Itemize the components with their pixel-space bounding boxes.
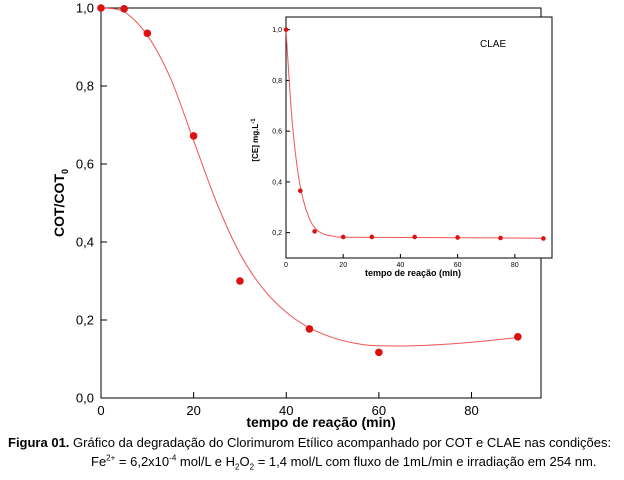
inset-data-point — [541, 236, 546, 241]
main-x-tick-label: 20 — [186, 403, 200, 418]
inset-title: CLAE — [480, 39, 506, 50]
inset-x-tick-label: 20 — [339, 262, 347, 269]
main-x-tick-label: 80 — [464, 403, 478, 418]
caption-text-1: Gráfico da degradação do Clorimurom Etíl… — [69, 435, 612, 450]
main-y-tick-label: 0,4 — [76, 235, 94, 250]
inset-data-point — [283, 27, 289, 32]
inset-x-tick-label: 60 — [454, 262, 462, 269]
inset-data-point — [312, 229, 317, 234]
main-points — [97, 4, 522, 357]
inset-x-tick-label: 40 — [397, 262, 405, 269]
caption-line-2: Fe2+ = 6,2x10-4 mol/L e H2O2 = 1,4 mol/L… — [8, 452, 620, 471]
inset-y-tick-label: 0,8 — [272, 78, 282, 85]
inset-y-tick-label: 0,6 — [272, 129, 282, 136]
inset-points — [283, 27, 546, 241]
main-y-tick-label: 0,6 — [76, 157, 94, 172]
caption-fe-conc: = 6,2x10 — [115, 454, 170, 469]
caption-o: O — [239, 454, 250, 469]
inset-plot: 0 20 40 60 80 0,2 0,4 0,6 0,8 1,0 CLAE tempo de r… — [251, 16, 553, 278]
main-fit-curve — [100, 7, 518, 347]
caption-h: mol/L e H — [176, 454, 236, 469]
inset-y-axis-label-text: [CE] mg.L — [251, 124, 260, 162]
inset-ticks: 0 20 40 60 80 0,2 0,4 0,6 0,8 1,0 — [272, 27, 519, 269]
main-y-axis-label-text: COT/COT — [51, 174, 67, 237]
caption-line-1: Figura 01. Gráfico da degradação do Clor… — [8, 433, 620, 452]
caption-h-sub: 2 — [235, 462, 240, 472]
main-data-point — [236, 277, 244, 285]
main-y-tick-label: 0,0 — [76, 391, 94, 406]
caption-o-sub: 2 — [249, 462, 255, 472]
caption-fe-exp: -4 — [169, 453, 177, 463]
main-data-point — [305, 325, 314, 333]
inset-x-axis-label: tempo de reação (min) — [365, 268, 461, 278]
main-data-point — [514, 332, 522, 341]
caption-figure-number: Figura 01. — [8, 435, 70, 450]
main-x-axis-label: tempo de reação (min) — [246, 414, 395, 430]
inset-x-tick-label: 80 — [511, 262, 519, 269]
inset-data-point — [340, 234, 346, 240]
inset-y-tick-label: 0,4 — [272, 179, 282, 186]
main-y-axis-label-sub: 0 — [60, 169, 70, 174]
inset-plot-frame — [285, 16, 553, 259]
inset-y-axis-label-sup: -1 — [251, 118, 257, 124]
inset-y-tick-label: 0,2 — [272, 230, 282, 237]
main-y-tick-label: 0,8 — [76, 79, 94, 94]
main-plot: 0 20 40 60 80 0,0 0,2 0,4 0,6 0,8 1,0 tempo de rea… — [51, 1, 542, 430]
main-x-tick-label: 40 — [279, 403, 293, 418]
main-y-tick-label: 0,2 — [76, 313, 94, 328]
figure-caption: Figura 01. Gráfico da degradação do Clor… — [8, 433, 620, 471]
inset-data-point — [498, 235, 503, 241]
main-ticks: 0 20 40 60 80 0,0 0,2 0,4 0,6 0,8 1,0 — [76, 1, 479, 418]
main-data-point — [143, 29, 152, 38]
main-y-axis-label: COT/COT0 — [51, 169, 70, 237]
caption-fe: Fe — [91, 454, 107, 469]
inset-y-tick-label: 1,0 — [272, 27, 282, 34]
inset-data-point — [298, 188, 303, 194]
caption-fe-charge: 2+ — [106, 453, 116, 463]
inset-y-axis-label: [CE] mg.L-1 — [251, 118, 260, 162]
main-data-point — [97, 4, 105, 12]
inset-data-point — [369, 234, 375, 240]
inset-data-point — [455, 235, 460, 240]
main-x-tick-label: 60 — [372, 403, 386, 418]
inset-x-tick-label: 0 — [284, 262, 288, 269]
main-data-point — [375, 348, 383, 357]
main-y-tick-label: 1,0 — [76, 1, 94, 16]
caption-text-2: = 1,4 mol/L com fluxo de 1mL/min e irrad… — [254, 454, 597, 469]
main-x-tick-label: 0 — [97, 403, 104, 418]
main-data-point — [189, 132, 198, 140]
inset-data-point — [412, 234, 418, 240]
main-data-point — [120, 4, 128, 13]
